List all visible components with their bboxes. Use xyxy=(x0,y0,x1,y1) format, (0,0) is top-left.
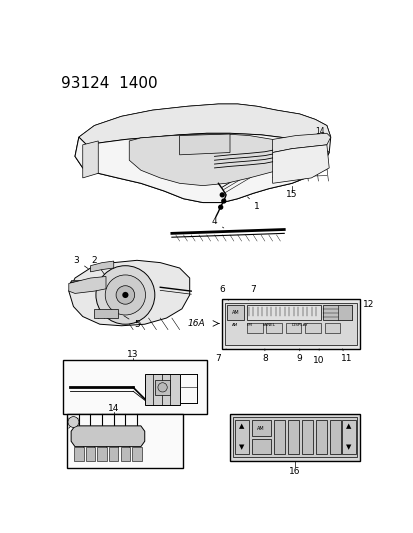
Bar xyxy=(121,447,130,461)
Circle shape xyxy=(220,193,224,197)
Text: AM: AM xyxy=(231,310,239,315)
Text: 5: 5 xyxy=(123,316,140,329)
Text: 16: 16 xyxy=(289,467,300,476)
Bar xyxy=(338,305,351,320)
Polygon shape xyxy=(75,133,328,203)
Polygon shape xyxy=(75,104,330,203)
Polygon shape xyxy=(69,260,189,326)
Text: 1: 1 xyxy=(247,197,259,211)
Bar xyxy=(234,421,248,454)
Bar xyxy=(247,305,320,320)
Circle shape xyxy=(221,199,225,203)
Polygon shape xyxy=(272,133,330,152)
Text: AM: AM xyxy=(232,323,238,327)
Circle shape xyxy=(157,383,167,392)
Circle shape xyxy=(218,205,222,209)
Bar xyxy=(63,360,206,414)
Circle shape xyxy=(68,417,79,427)
Bar xyxy=(67,414,183,468)
Bar xyxy=(94,309,117,318)
Polygon shape xyxy=(71,426,145,447)
Circle shape xyxy=(105,275,145,315)
Text: ▲: ▲ xyxy=(345,423,350,429)
Text: ▲: ▲ xyxy=(238,423,244,429)
Bar xyxy=(74,447,83,461)
Text: 3: 3 xyxy=(74,256,88,269)
Text: ▼: ▼ xyxy=(345,445,350,450)
Text: 4: 4 xyxy=(211,217,223,228)
Polygon shape xyxy=(129,134,291,185)
Circle shape xyxy=(96,265,154,324)
Text: 7: 7 xyxy=(248,285,256,300)
Bar xyxy=(222,299,359,349)
Bar xyxy=(109,447,118,461)
Text: 15: 15 xyxy=(285,190,297,199)
Polygon shape xyxy=(69,277,106,294)
Bar xyxy=(251,421,271,436)
Bar xyxy=(247,324,262,333)
Text: 8: 8 xyxy=(261,349,267,362)
Bar xyxy=(145,374,179,405)
Bar xyxy=(341,421,355,454)
Text: FM: FM xyxy=(246,323,252,327)
Polygon shape xyxy=(90,261,114,272)
Bar xyxy=(71,280,106,286)
Bar xyxy=(301,421,312,454)
Bar xyxy=(230,414,359,461)
Bar xyxy=(329,421,340,454)
Bar xyxy=(266,324,281,333)
Polygon shape xyxy=(272,145,328,183)
Bar xyxy=(315,421,326,454)
Bar xyxy=(287,421,298,454)
Bar xyxy=(132,447,141,461)
Bar xyxy=(251,439,271,454)
Text: 7: 7 xyxy=(215,349,225,362)
Text: 10: 10 xyxy=(313,349,324,365)
Polygon shape xyxy=(83,141,98,178)
Bar xyxy=(273,421,284,454)
Bar xyxy=(85,447,95,461)
Text: 11: 11 xyxy=(339,349,351,362)
Text: 12: 12 xyxy=(363,301,374,309)
Text: ▼: ▼ xyxy=(238,445,244,450)
Polygon shape xyxy=(179,134,230,155)
Bar xyxy=(304,324,320,333)
Bar xyxy=(322,305,351,320)
Text: 93124  1400: 93124 1400 xyxy=(61,76,157,91)
Text: 6: 6 xyxy=(219,285,228,300)
Bar xyxy=(233,417,356,457)
Text: PANEL: PANEL xyxy=(261,323,275,327)
Polygon shape xyxy=(79,104,330,145)
Text: 9: 9 xyxy=(296,349,302,362)
Text: 13: 13 xyxy=(127,350,138,359)
Text: AM: AM xyxy=(256,426,264,431)
Bar xyxy=(225,303,356,345)
Text: 14: 14 xyxy=(314,127,324,136)
Bar xyxy=(226,305,243,320)
Circle shape xyxy=(122,292,128,298)
Bar xyxy=(285,324,301,333)
Text: DISPLAY: DISPLAY xyxy=(291,323,307,327)
Text: 14: 14 xyxy=(108,403,119,413)
Bar xyxy=(324,324,339,333)
Circle shape xyxy=(116,286,134,304)
Bar xyxy=(154,379,170,395)
Text: 2: 2 xyxy=(91,256,104,274)
Bar xyxy=(97,447,107,461)
Text: 16A: 16A xyxy=(187,319,205,328)
